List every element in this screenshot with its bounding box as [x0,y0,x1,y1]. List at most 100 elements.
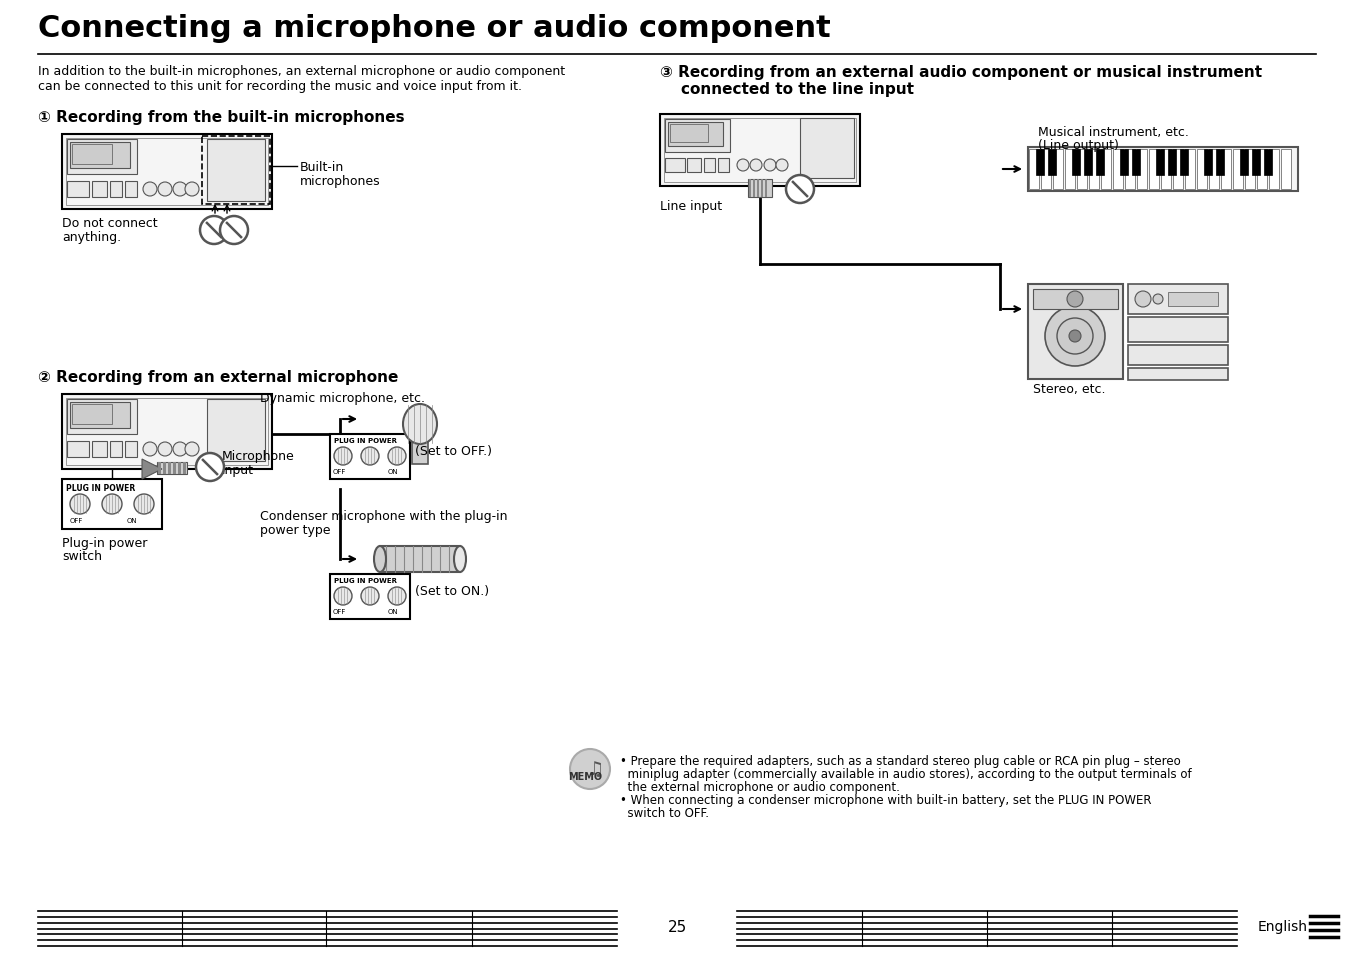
Circle shape [1070,331,1080,343]
Text: PLUG IN POWER: PLUG IN POWER [334,437,397,443]
Bar [668,123,723,147]
Bar [110,182,122,198]
Bar [1169,150,1177,175]
Bar [207,399,265,461]
Bar [1132,150,1140,175]
Bar [665,120,730,152]
Circle shape [389,587,406,605]
Bar [1209,150,1219,190]
Bar [1197,150,1206,190]
Circle shape [144,183,157,196]
Bar [1095,150,1104,175]
Bar [380,546,460,573]
Circle shape [362,587,379,605]
Text: Dynamic microphone, etc.: Dynamic microphone, etc. [260,392,425,405]
Bar [1240,150,1248,175]
Text: anything.: anything. [62,231,121,244]
Text: English: English [1258,919,1308,933]
Bar [1160,150,1171,190]
Bar [158,462,161,475]
Text: connected to the line input: connected to the line input [659,82,914,97]
Text: OFF: OFF [333,469,347,475]
Bar [1128,285,1228,314]
Text: (Set to OFF.): (Set to OFF.) [414,444,492,457]
Bar [670,125,708,143]
Bar [72,145,112,165]
Bar [1033,290,1118,310]
Text: (Line output): (Line output) [1039,139,1118,152]
Bar [1066,150,1075,190]
Bar [330,435,410,479]
Bar [62,135,272,210]
Text: can be connected to this unit for recording the music and voice input from it.: can be connected to this unit for record… [38,80,523,92]
Bar [70,402,130,429]
Text: 25: 25 [668,919,686,934]
Text: switch to OFF.: switch to OFF. [620,806,709,820]
Bar [1125,150,1135,190]
Bar [177,462,181,475]
Bar [66,140,137,174]
Bar [70,143,130,169]
Bar [1085,150,1091,175]
Bar [749,180,751,198]
Bar [1204,150,1212,175]
Text: Built-in: Built-in [301,161,344,173]
Bar [757,180,760,198]
Circle shape [102,495,122,515]
Bar [207,140,265,202]
Bar [1072,150,1080,175]
Bar [1281,150,1290,190]
Text: ON: ON [389,608,398,615]
Bar [1173,150,1183,190]
Circle shape [1045,307,1105,367]
Text: ③ Recording from an external audio component or musical instrument: ③ Recording from an external audio compo… [659,65,1262,80]
Bar [1221,150,1231,190]
Bar [1169,293,1219,307]
Circle shape [764,160,776,172]
Bar [412,424,428,464]
Text: • Prepare the required adapters, such as a standard stereo plug cable or RCA pin: • Prepare the required adapters, such as… [620,754,1181,767]
Bar [66,399,137,435]
Text: miniplug adapter (commercially available in audio stores), according to the outp: miniplug adapter (commercially available… [620,767,1192,781]
Bar [125,182,137,198]
Text: Do not connect: Do not connect [62,216,157,230]
Ellipse shape [374,546,386,573]
Bar [1089,150,1099,190]
Bar [747,180,772,198]
Bar [1150,150,1159,190]
Text: ♫: ♫ [586,760,604,779]
Text: Condenser microphone with the plug-in: Condenser microphone with the plug-in [260,510,508,522]
Circle shape [1067,292,1083,308]
Text: ② Recording from an external microphone: ② Recording from an external microphone [38,370,398,385]
Bar [62,395,272,470]
Bar [1076,150,1087,190]
Bar [1257,150,1267,190]
Text: PLUG IN POWER: PLUG IN POWER [66,483,135,493]
Circle shape [334,587,352,605]
Bar [1269,150,1280,190]
Circle shape [185,183,199,196]
Bar [183,462,185,475]
Bar [1120,150,1128,175]
Bar [1216,150,1224,175]
Circle shape [787,175,814,204]
Bar [1265,150,1271,175]
Bar [1137,150,1147,190]
Text: Microphone: Microphone [222,450,295,462]
Bar [92,441,107,457]
Bar [686,159,701,172]
Text: Plug-in power: Plug-in power [62,537,148,550]
Bar [330,575,410,619]
Bar [168,462,171,475]
Circle shape [173,442,187,456]
Text: Musical instrument, etc.: Musical instrument, etc. [1039,126,1189,139]
Polygon shape [142,459,162,479]
Text: power type: power type [260,523,330,537]
Text: input: input [222,463,255,476]
Text: ON: ON [389,469,398,475]
Ellipse shape [454,546,466,573]
Circle shape [219,216,248,245]
Ellipse shape [403,405,437,444]
Bar [92,182,107,198]
Bar [157,462,187,475]
